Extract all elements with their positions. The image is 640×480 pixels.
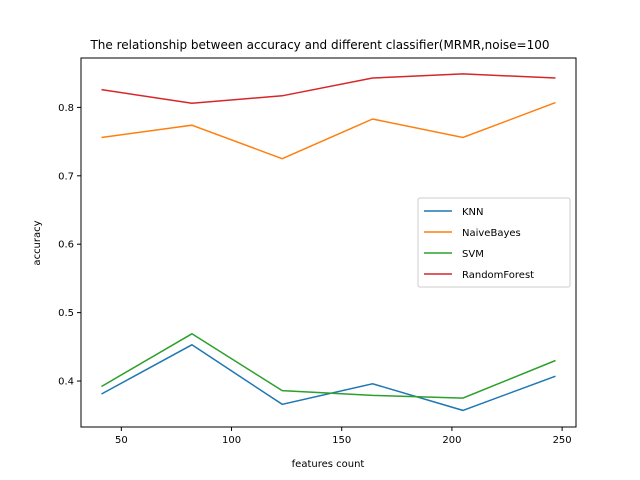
series-layer (101, 73, 556, 412)
plot-frame (80, 57, 577, 428)
chart-title: The relationship between accuracy and di… (89, 38, 549, 52)
y-tick-label: 0.4 (58, 377, 74, 388)
legend: KNN NaiveBayes SVM RandomForest (417, 197, 571, 288)
y-tick-label: 0.7 (58, 171, 74, 182)
series-line-knn (101, 343, 556, 412)
series-line-svm (101, 332, 556, 399)
y-axis: 0.4 0.5 0.6 0.7 0.8 (58, 103, 81, 388)
y-tick-label: 0.8 (58, 103, 74, 114)
x-axis: 50 100 150 200 250 (115, 427, 572, 446)
y-tick-label: 0.6 (58, 240, 74, 251)
series-line-randomforest (101, 73, 556, 105)
legend-label-svm: SVM (462, 249, 484, 260)
legend-label-naivebayes: NaiveBayes (462, 228, 521, 239)
legend-label-randomforest: RandomForest (462, 270, 534, 281)
legend-label-knn: KNN (462, 207, 484, 218)
x-tick-label: 250 (553, 435, 572, 446)
x-axis-label: features count (292, 459, 365, 470)
x-tick-label: 150 (332, 435, 351, 446)
y-axis-label: accuracy (32, 220, 43, 265)
x-tick-label: 100 (222, 435, 241, 446)
series-line-naivebayes (101, 101, 556, 160)
x-tick-label: 200 (442, 435, 461, 446)
legend-box (417, 197, 571, 288)
plot-area (80, 57, 577, 428)
y-tick-label: 0.5 (58, 308, 74, 319)
x-tick-label: 50 (115, 435, 128, 446)
